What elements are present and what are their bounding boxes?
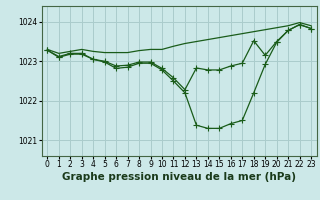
X-axis label: Graphe pression niveau de la mer (hPa): Graphe pression niveau de la mer (hPa) (62, 172, 296, 182)
